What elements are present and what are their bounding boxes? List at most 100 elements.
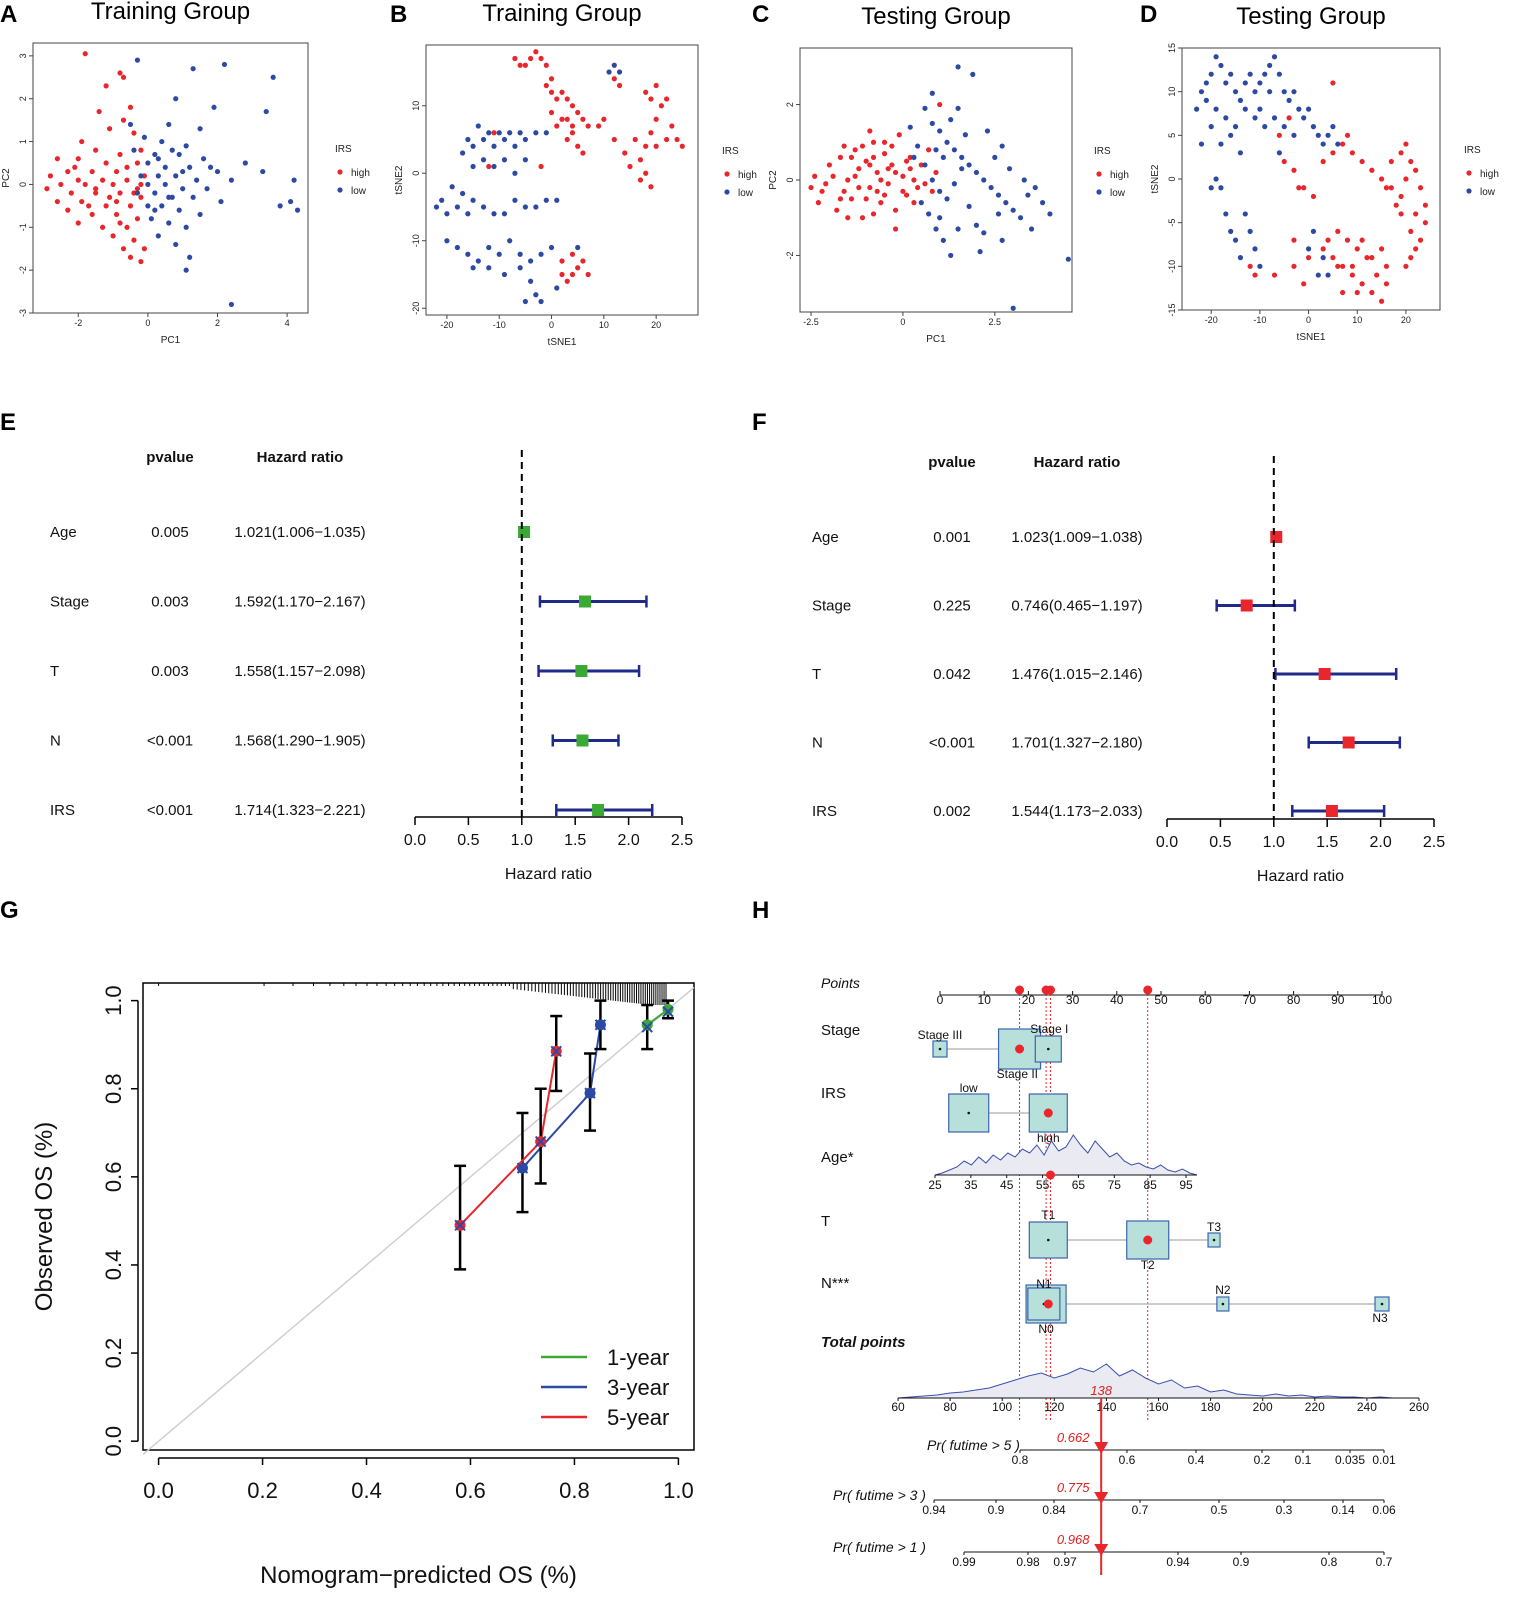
point-high xyxy=(1398,193,1404,200)
point-high xyxy=(648,96,654,102)
pr1-tick-label: 0.7 xyxy=(1376,1555,1393,1569)
point-low xyxy=(1315,272,1321,278)
point-high xyxy=(569,271,576,278)
legend-low-label: low xyxy=(738,188,754,199)
points-tick-label: 100 xyxy=(1372,993,1392,1007)
pr5-value: 0.662 xyxy=(1057,1430,1090,1445)
point-high xyxy=(611,76,617,82)
point-low xyxy=(228,301,235,308)
point-low xyxy=(611,62,617,68)
point-low xyxy=(1208,71,1214,77)
calibration-cross xyxy=(584,1087,596,1099)
point-high xyxy=(1340,263,1346,269)
point-low xyxy=(194,177,200,183)
x-tick-label: 2 xyxy=(215,318,220,328)
point-low xyxy=(543,130,549,136)
t3-text: T3 xyxy=(1207,1220,1221,1234)
forest-row-pvalue: 0.002 xyxy=(933,803,971,820)
y-tick-label: 1.0 xyxy=(101,985,126,1016)
point-low xyxy=(512,143,518,149)
point-high xyxy=(848,154,855,160)
nomogram-pr1-label: Pr( futime > 1 ) xyxy=(833,1539,926,1555)
point-low xyxy=(228,177,235,183)
forest-row-hr: 1.568(1.290−1.905) xyxy=(234,733,365,750)
point-high xyxy=(1252,272,1258,278)
point-low xyxy=(187,164,193,170)
point-low xyxy=(937,128,943,134)
point-low xyxy=(242,160,248,166)
point-high xyxy=(826,162,833,168)
point-low xyxy=(1198,141,1205,147)
y-tick-label: 2 xyxy=(785,102,795,107)
point-high xyxy=(131,237,137,243)
point-low xyxy=(1065,256,1071,262)
points-marker xyxy=(1046,985,1055,995)
legend-label-1-year: 1-year xyxy=(607,1345,669,1370)
point-low xyxy=(152,190,158,196)
point-low xyxy=(1335,141,1341,147)
x-tick-label: -10 xyxy=(1253,315,1266,325)
point-low xyxy=(470,265,476,271)
legend-low-dot xyxy=(724,189,730,195)
point-low xyxy=(145,160,151,166)
point-high xyxy=(548,76,555,82)
point-high xyxy=(845,177,851,183)
point-high xyxy=(138,194,144,200)
panel-label-a: A xyxy=(0,1,17,28)
point-high xyxy=(1359,237,1365,243)
y-tick-label: 0.2 xyxy=(101,1338,126,1369)
stage-i-text: Stage I xyxy=(1030,1022,1068,1036)
point-high xyxy=(596,123,602,129)
point-low xyxy=(1315,132,1321,138)
nomogram-pr5-label: Pr( futime > 5 ) xyxy=(927,1437,1020,1453)
point-high xyxy=(933,169,939,176)
point-high xyxy=(1320,158,1326,165)
point-low xyxy=(507,130,513,136)
point-low xyxy=(496,130,502,136)
point-high xyxy=(1301,185,1307,191)
x-tick-label: 20 xyxy=(1401,315,1411,325)
point-low xyxy=(512,197,518,203)
irs-high-text: high xyxy=(1037,1131,1060,1145)
calibration-cross xyxy=(534,1135,547,1148)
point-low xyxy=(180,186,186,192)
point-high xyxy=(922,181,928,187)
point-high xyxy=(892,169,899,176)
calibration-cross xyxy=(516,1162,529,1174)
point-high xyxy=(89,211,95,218)
point-high xyxy=(75,156,81,162)
forest-hr-square xyxy=(575,665,588,677)
point-high xyxy=(575,109,581,116)
panel-label-c: C xyxy=(752,1,769,28)
y-tick-label: -3 xyxy=(18,309,28,317)
x-tick-label: 0.4 xyxy=(351,1478,382,1503)
point-low xyxy=(522,136,528,143)
total-density xyxy=(897,1363,1419,1399)
point-low xyxy=(465,136,471,143)
point-low xyxy=(1010,207,1016,213)
legend-label-5-year: 5-year xyxy=(607,1405,669,1430)
point-high xyxy=(1291,237,1297,243)
point-low xyxy=(973,169,980,176)
point-low xyxy=(1257,263,1263,269)
point-high xyxy=(1369,167,1375,173)
point-low xyxy=(1276,71,1282,77)
pr3-tick-label: 0.5 xyxy=(1211,1503,1228,1517)
n1-text: N1 xyxy=(1036,1277,1052,1291)
point-high xyxy=(1286,115,1292,121)
x-tick-label: 0 xyxy=(1306,315,1311,325)
calibration-cross xyxy=(662,1005,674,1018)
panel-label-f: F xyxy=(752,409,767,436)
legend-title: IRS xyxy=(335,144,352,155)
total-tick-label: 240 xyxy=(1357,1400,1377,1414)
point-high xyxy=(1349,272,1355,278)
point-high xyxy=(1305,255,1312,261)
y-tick-label: 0 xyxy=(411,171,421,176)
points-marker xyxy=(1015,985,1025,995)
point-low xyxy=(606,69,612,75)
point-high xyxy=(653,116,659,122)
forest-hr-square xyxy=(1325,805,1338,817)
forest-hr-square xyxy=(579,595,592,608)
point-high xyxy=(837,196,844,202)
forest-hr-square xyxy=(1318,668,1331,680)
